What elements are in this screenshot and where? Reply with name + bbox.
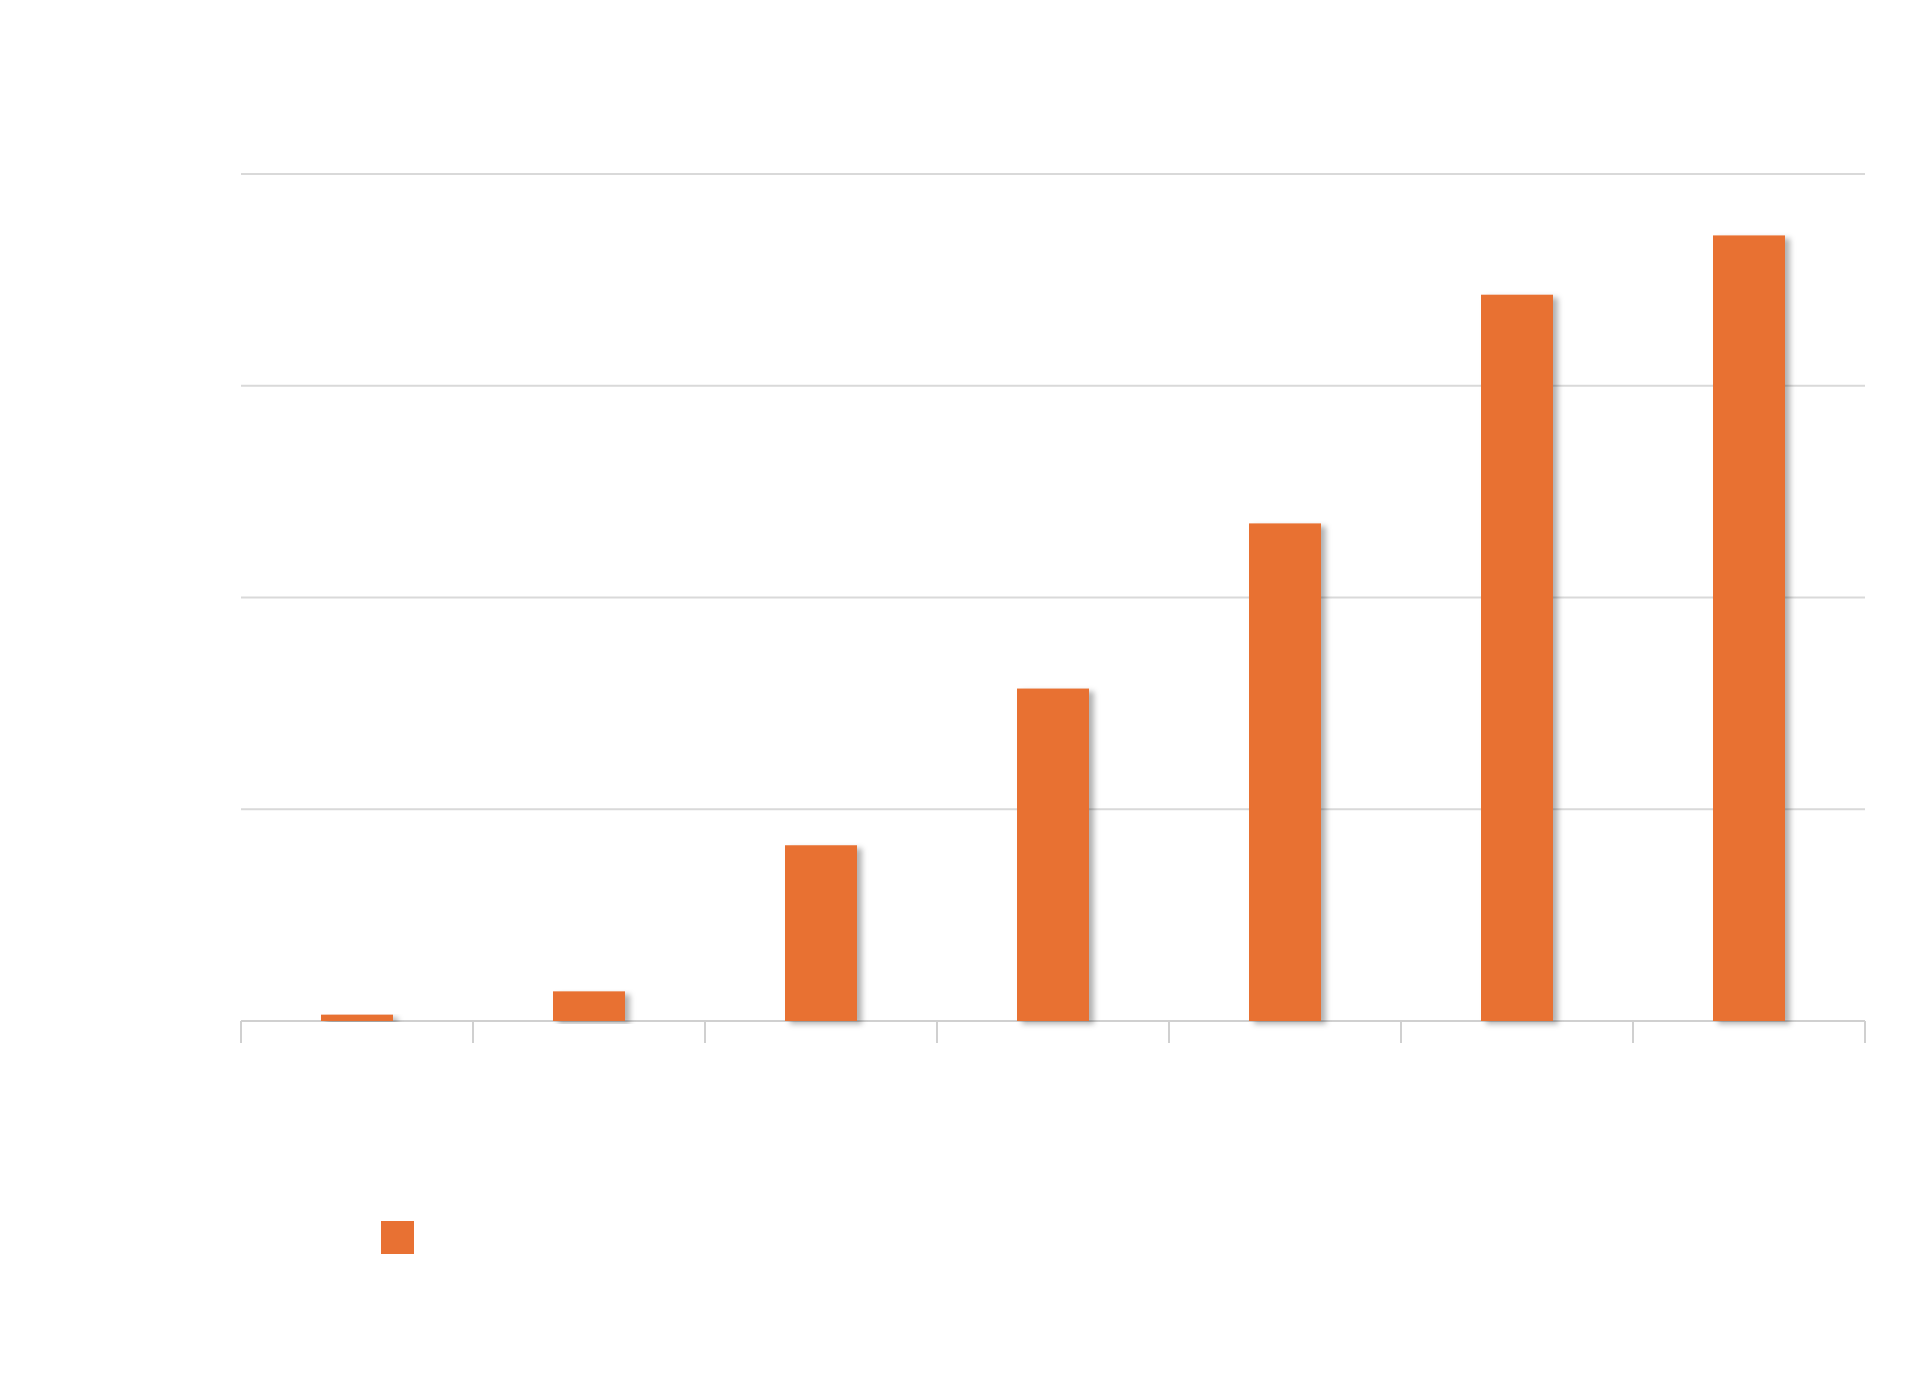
bar bbox=[1017, 688, 1089, 1021]
bar bbox=[785, 845, 857, 1021]
bar bbox=[321, 1014, 393, 1021]
bar bbox=[1249, 523, 1321, 1021]
bar bbox=[1713, 235, 1785, 1022]
legend-swatch bbox=[381, 1221, 414, 1254]
bar bbox=[1481, 294, 1553, 1021]
bar bbox=[553, 991, 625, 1021]
